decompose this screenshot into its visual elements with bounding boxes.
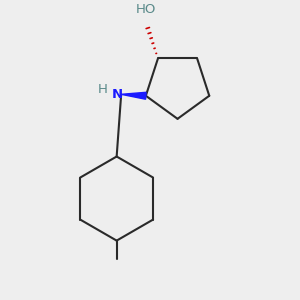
Polygon shape [121, 92, 146, 99]
Text: H: H [98, 82, 107, 96]
Text: N: N [112, 88, 123, 101]
Text: HO: HO [136, 3, 157, 16]
